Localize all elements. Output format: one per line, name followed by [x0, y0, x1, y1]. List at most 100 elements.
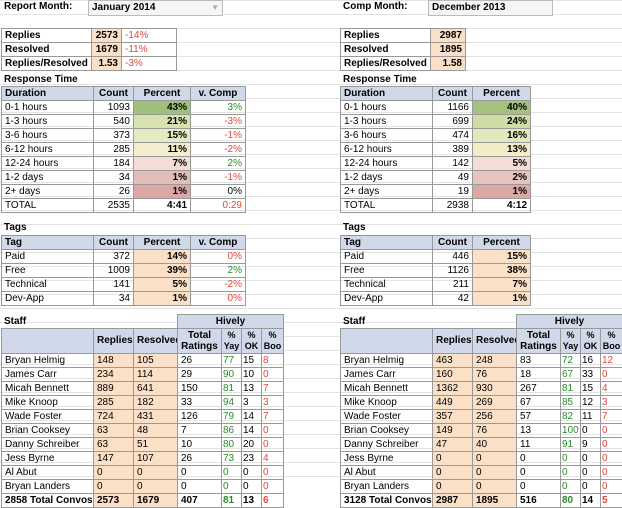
summary-label: Replies/Resolved: [2, 57, 92, 71]
staff-ok: 0: [581, 452, 601, 466]
percent-cell: 1%: [134, 185, 191, 199]
staff-yay: 73: [222, 452, 242, 466]
staff-total-ratings: 26: [178, 452, 222, 466]
summary-value: 1679: [92, 43, 122, 57]
left-response-time-title: Response Time: [4, 74, 78, 85]
staff-boo: 0: [262, 438, 284, 452]
tag-name: Technical: [2, 278, 94, 292]
staff-total-ratings: 83: [517, 354, 561, 368]
staff-name: Mike Knoop: [2, 396, 94, 410]
tag-count: 211: [433, 278, 473, 292]
staff-replies: 0: [433, 480, 473, 494]
staff-name: Bryan Helmig: [341, 354, 433, 368]
total-vcomp: 0:29: [191, 199, 246, 213]
percent-cell: 13%: [473, 143, 531, 157]
staff-boo: 4: [601, 382, 622, 396]
resolved-header: Resolved: [134, 329, 178, 354]
staff-total-ratings: 67: [517, 396, 561, 410]
count-cell: 1166: [433, 101, 473, 115]
tag-count: 1126: [433, 264, 473, 278]
staff-ok: 16: [581, 354, 601, 368]
staff-yay: 94: [222, 396, 242, 410]
comp-month-dropdown[interactable]: December 2013: [428, 0, 553, 16]
staff-boo: 0: [601, 466, 622, 480]
count-cell: 142: [433, 157, 473, 171]
staff-replies: 148: [94, 354, 134, 368]
tag-percent: 5%: [134, 278, 191, 292]
staff-total-ratings: 10: [178, 438, 222, 452]
tag-vcomp: 0%: [191, 292, 246, 306]
staff-replies: 449: [433, 396, 473, 410]
staff-yay: 90: [222, 368, 242, 382]
hively-header: Hively: [517, 315, 622, 329]
staff-resolved: 269: [473, 396, 517, 410]
staff-resolved: 48: [134, 424, 178, 438]
staff-total-resolved: 1679: [134, 494, 178, 508]
duration-cell: 3-6 hours: [341, 129, 433, 143]
staff-ok: 23: [242, 452, 262, 466]
staff-resolved: 641: [134, 382, 178, 396]
report-month-dropdown[interactable]: January 2014 ▼: [88, 0, 223, 16]
total-label: TOTAL: [341, 199, 433, 213]
staff-boo: 0: [601, 452, 622, 466]
tag-count: 34: [94, 292, 134, 306]
staff-replies: 0: [94, 466, 134, 480]
staff-yay: 0: [561, 452, 581, 466]
total-count: 2535: [94, 199, 134, 213]
staff-ok: 14: [242, 424, 262, 438]
response-header: Duration: [2, 87, 94, 101]
replies-header: Replies: [94, 329, 134, 354]
staff-name: Wade Foster: [341, 410, 433, 424]
staff-resolved: 76: [473, 368, 517, 382]
blank-cell: [433, 315, 473, 329]
response-header: Percent: [134, 87, 191, 101]
staff-name: Jess Byrne: [2, 452, 94, 466]
staff-replies: 285: [94, 396, 134, 410]
staff-resolved: 431: [134, 410, 178, 424]
duration-cell: 1-2 days: [2, 171, 94, 185]
staff-resolved: 105: [134, 354, 178, 368]
duration-cell: 1-2 days: [341, 171, 433, 185]
staff-total-ok: 14: [581, 494, 601, 508]
staff-boo: 12: [601, 354, 622, 368]
tag-vcomp: -2%: [191, 278, 246, 292]
staff-total-label: 2858 Total Convos: [2, 494, 94, 508]
summary-label: Replies: [2, 29, 92, 43]
total-label: TOTAL: [2, 199, 94, 213]
staff-boo: 0: [262, 480, 284, 494]
staff-yay: 81: [561, 382, 581, 396]
tags-header: v. Comp: [191, 236, 246, 250]
percent-cell: 7%: [134, 157, 191, 171]
blank-cell: [2, 315, 94, 329]
duration-cell: 6-12 hours: [341, 143, 433, 157]
staff-boo: 4: [262, 452, 284, 466]
staff-ok: 10: [242, 368, 262, 382]
staff-yay: 86: [222, 424, 242, 438]
tag-count: 372: [94, 250, 134, 264]
tags-header: Percent: [473, 236, 531, 250]
left-tags-title: Tags: [4, 222, 27, 233]
staff-yay: 100: [561, 424, 581, 438]
percent-cell: 21%: [134, 115, 191, 129]
staff-total-ok: 13: [242, 494, 262, 508]
percent-cell: 1%: [473, 185, 531, 199]
staff-yay: 77: [222, 354, 242, 368]
staff-total-ratings: 407: [178, 494, 222, 508]
